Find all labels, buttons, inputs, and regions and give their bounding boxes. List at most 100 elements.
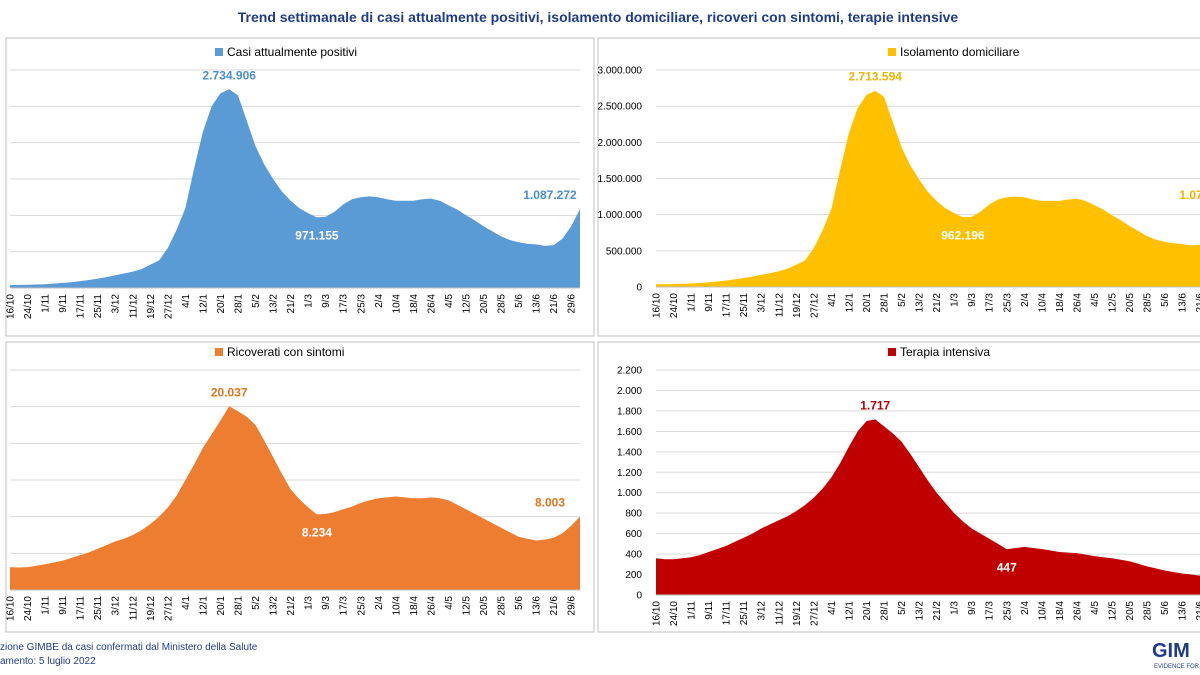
y-tick-label: 2.200 xyxy=(617,366,642,377)
x-tick-label: 5/2 xyxy=(251,596,262,610)
legend-label: Ricoverati con sintomi xyxy=(227,345,344,359)
x-tick-label: 25/3 xyxy=(1002,601,1013,621)
y-tick-label: 800 xyxy=(625,509,642,520)
x-tick-label: 4/1 xyxy=(181,596,192,610)
y-tick-label: 500.000 xyxy=(606,246,643,257)
x-tick-label: 19/12 xyxy=(146,294,157,319)
x-tick-label: 9/11 xyxy=(704,601,715,620)
x-tick-label: 17/11 xyxy=(76,596,87,621)
x-tick-label: 2/4 xyxy=(374,294,385,308)
x-tick-label: 24/10 xyxy=(23,596,34,621)
x-tick-label: 3/12 xyxy=(757,293,768,313)
x-tick-label: 1/11 xyxy=(687,601,698,620)
x-tick-label: 9/3 xyxy=(967,601,978,615)
x-tick-label: 5/6 xyxy=(1160,293,1171,307)
data-label: 8.003 xyxy=(535,496,565,510)
x-tick-label: 27/12 xyxy=(163,294,174,319)
legend-label: Terapia intensiva xyxy=(900,345,990,359)
x-tick-label: 2/4 xyxy=(374,596,385,610)
area xyxy=(10,406,580,590)
x-tick-label: 17/3 xyxy=(339,294,350,314)
y-tick-label: 1.000 xyxy=(617,488,642,499)
x-tick-label: 5/2 xyxy=(897,293,908,307)
x-tick-label: 16/10 xyxy=(652,601,663,626)
panel-frame xyxy=(597,341,1200,633)
x-tick-label: 13/2 xyxy=(269,596,280,616)
x-tick-label: 28/1 xyxy=(234,596,245,616)
x-tick-label: 27/12 xyxy=(163,596,174,621)
x-tick-label: 13/6 xyxy=(532,294,543,314)
x-tick-label: 28/5 xyxy=(497,294,508,314)
area xyxy=(656,419,1200,595)
x-tick-label: 13/6 xyxy=(1178,601,1189,621)
x-tick-label: 20/5 xyxy=(1125,601,1136,621)
legend-swatch xyxy=(888,348,896,356)
legend-label: Isolamento domiciliare xyxy=(900,45,1020,59)
x-tick-label: 5/2 xyxy=(897,601,908,615)
x-tick-label: 12/5 xyxy=(462,294,473,314)
x-tick-label: 1/11 xyxy=(41,596,52,615)
x-tick-label: 19/12 xyxy=(792,601,803,626)
x-tick-label: 17/3 xyxy=(985,293,996,313)
x-tick-label: 18/4 xyxy=(409,294,420,314)
panel-frame xyxy=(597,37,1200,337)
page-title: Trend settimanale di casi attualmente po… xyxy=(238,9,959,25)
x-tick-label: 20/5 xyxy=(1125,293,1136,313)
x-tick-label: 4/5 xyxy=(1090,293,1101,307)
logo: GIM xyxy=(1152,640,1190,662)
x-tick-label: 20/5 xyxy=(479,294,490,314)
x-tick-label: 28/5 xyxy=(1143,293,1154,313)
y-tick-label: 2.500.000 xyxy=(598,102,643,113)
x-tick-label: 20/1 xyxy=(862,293,873,313)
logo-tagline: EVIDENCE FOR xyxy=(1154,664,1200,670)
x-tick-label: 24/10 xyxy=(669,601,680,626)
y-tick-label: 2.000.000 xyxy=(598,138,643,149)
x-tick-label: 21/2 xyxy=(932,293,943,313)
x-tick-label: 27/12 xyxy=(809,601,820,626)
x-tick-label: 13/2 xyxy=(915,293,926,313)
x-tick-label: 12/5 xyxy=(1108,601,1119,621)
x-tick-label: 25/11 xyxy=(739,293,750,318)
x-tick-label: 1/3 xyxy=(950,601,961,615)
x-tick-label: 5/2 xyxy=(251,294,262,308)
x-tick-label: 1/3 xyxy=(304,294,315,308)
x-tick-label: 16/10 xyxy=(6,294,17,319)
x-tick-label: 18/4 xyxy=(1055,601,1066,621)
x-tick-label: 27/12 xyxy=(809,293,820,318)
y-tick-label: 2.000 xyxy=(617,386,642,397)
x-tick-label: 4/5 xyxy=(444,294,455,308)
x-tick-label: 21/2 xyxy=(286,596,297,616)
x-tick-label: 10/4 xyxy=(391,596,402,616)
y-tick-label: 200 xyxy=(625,570,642,581)
data-label: 20.037 xyxy=(211,385,248,399)
legend-swatch xyxy=(215,348,223,356)
x-tick-label: 25/11 xyxy=(739,601,750,626)
x-tick-label: 12/1 xyxy=(844,293,855,313)
x-tick-label: 13/2 xyxy=(915,601,926,621)
x-tick-label: 24/10 xyxy=(669,293,680,318)
y-tick-label: 0 xyxy=(636,283,642,294)
x-tick-label: 10/4 xyxy=(1037,601,1048,621)
x-tick-label: 21/6 xyxy=(1195,601,1200,621)
x-tick-label: 1/3 xyxy=(304,596,315,610)
x-tick-label: 2/4 xyxy=(1020,293,1031,307)
x-tick-label: 28/1 xyxy=(880,293,891,313)
y-tick-label: 1.500.000 xyxy=(598,174,643,185)
y-tick-label: 400 xyxy=(625,550,642,561)
x-tick-label: 12/1 xyxy=(198,294,209,314)
x-tick-label: 1/3 xyxy=(950,293,961,307)
source-note: zione GIMBE da casi confermati dal Minis… xyxy=(0,642,258,653)
x-tick-label: 21/6 xyxy=(1195,293,1200,313)
x-tick-label: 25/11 xyxy=(93,294,104,319)
x-tick-label: 1/11 xyxy=(41,294,52,313)
x-tick-label: 13/6 xyxy=(1178,293,1189,313)
data-label: 971.155 xyxy=(295,228,339,242)
x-tick-label: 4/5 xyxy=(444,596,455,610)
x-tick-label: 28/5 xyxy=(497,596,508,616)
x-tick-label: 20/5 xyxy=(479,596,490,616)
x-tick-label: 19/12 xyxy=(146,596,157,621)
x-tick-label: 9/3 xyxy=(967,293,978,307)
x-tick-label: 18/4 xyxy=(409,596,420,616)
x-tick-label: 18/4 xyxy=(1055,293,1066,313)
